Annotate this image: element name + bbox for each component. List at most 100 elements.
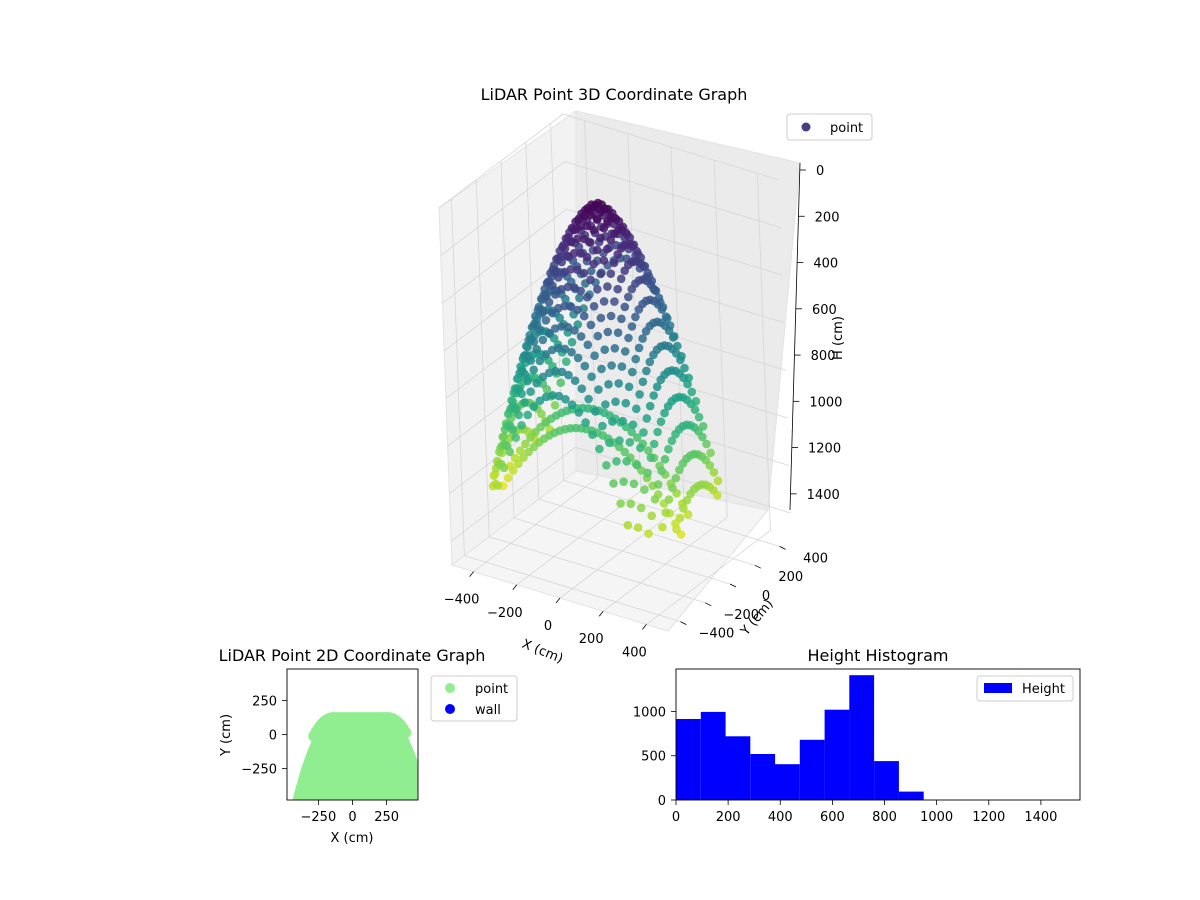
scatter-2d-point — [399, 726, 412, 739]
scatter-3d-point — [656, 375, 665, 385]
scatter-3d-point — [517, 389, 526, 399]
scatter-3d-point — [661, 508, 670, 517]
scatter-3d-point — [645, 401, 655, 411]
hist-y-tick-label: 500 — [641, 750, 666, 765]
plot-2d: LiDAR Point 2D Coordinate Graph −250 0 250… — [219, 646, 518, 846]
scatter-3d-point — [548, 391, 557, 400]
hist-bar — [824, 709, 850, 800]
scatter-3d-point — [631, 354, 640, 364]
hist-x-tick-label: 800 — [872, 810, 897, 825]
pane-back — [575, 110, 801, 511]
scatter-3d-point — [657, 466, 666, 476]
legend-hist: Height — [976, 675, 1074, 702]
scatter-3d-point — [661, 312, 671, 322]
x-tick-label-3d: 0 — [544, 619, 552, 634]
scatter-3d-point — [544, 328, 554, 338]
x-tick-label-3d: 200 — [579, 632, 604, 647]
scatter-3d-point — [503, 473, 513, 483]
scatter-2d-region — [287, 712, 418, 800]
scatter-3d-point — [551, 366, 560, 376]
scatter-3d-point — [636, 443, 645, 453]
scatter-3d-point — [652, 382, 662, 392]
scatter-3d-point — [606, 269, 616, 279]
scatter-3d-point — [514, 410, 523, 420]
scatter-3d-point — [596, 233, 605, 243]
scatter-3d-point — [631, 312, 640, 322]
ticks-2d: −250 0 250 −250 0 250 — [241, 694, 399, 825]
y-tick-label-3d: 200 — [778, 570, 803, 585]
scatter-3d-point — [638, 377, 648, 387]
z-tick-label: 1400 — [807, 488, 840, 503]
scatter-3d-point — [629, 479, 639, 489]
scatter-3d-point — [556, 378, 565, 388]
grid-line — [449, 399, 790, 494]
x-tick-label-3d: −200 — [487, 606, 523, 621]
scatter-3d-point — [594, 385, 603, 394]
scatter-3d-point — [616, 274, 626, 284]
hist-bar — [750, 754, 776, 800]
scatter-3d-point — [600, 345, 609, 355]
hist-x-tick-label: 1400 — [1024, 810, 1057, 825]
scatter-3d-point — [567, 347, 576, 357]
scatter-3d-point — [605, 438, 614, 448]
scatter-3d-point — [529, 402, 539, 412]
scatter-3d-point — [538, 307, 548, 317]
x-axis-label-3d: X (cm) — [520, 637, 565, 667]
scatter-3d-point — [596, 207, 606, 217]
scatter-3d-point — [532, 344, 541, 354]
scatter-3d-point — [668, 483, 677, 493]
y-axis-label-2d: Y (cm) — [219, 714, 234, 757]
scatter-3d-point — [663, 402, 673, 411]
scatter-3d-point — [613, 284, 622, 294]
legend-3d-label: point — [830, 121, 863, 136]
y-tick-mark-3d — [754, 564, 761, 569]
scatter-3d-point — [550, 401, 560, 410]
scatter-3d-point — [603, 282, 612, 291]
scatter-3d-point — [511, 433, 520, 442]
scatter-3d-point — [535, 356, 545, 366]
scatter-3d-point — [649, 350, 658, 360]
z-tick-label: 600 — [812, 303, 837, 318]
scatter-3d-point — [560, 301, 569, 311]
scatter-3d-point — [614, 442, 624, 452]
z-axis-label: H (cm) — [831, 316, 846, 360]
scatter-3d-point — [583, 340, 593, 350]
scatter-3d-point — [660, 455, 670, 464]
scatter-3d-point — [687, 387, 697, 397]
scatter-3d-point — [564, 370, 573, 380]
scatter-3d-point — [570, 225, 579, 235]
legend-3d-box — [786, 113, 873, 141]
y-tick-label-3d: 0 — [762, 589, 770, 604]
scatter-3d-point — [618, 416, 627, 426]
scatter-3d-point — [586, 275, 595, 285]
scatter-3d-point — [586, 266, 596, 276]
scatter-3d-point — [664, 444, 673, 454]
scatter-3d-point — [619, 477, 628, 487]
z-tick-label: 800 — [811, 349, 836, 364]
scatter-3d-point — [680, 363, 689, 373]
hist-bar — [849, 675, 875, 800]
scatter-3d-point — [624, 292, 633, 302]
scatter-3d-point — [620, 347, 630, 356]
scatter-3d-point — [560, 244, 570, 253]
hist-x-tick-label: 600 — [820, 810, 845, 825]
scatter-3d-point — [634, 305, 644, 314]
scatter-3d-point — [613, 328, 623, 338]
scatter-3d-point — [664, 495, 674, 504]
scatter-3d-point — [582, 221, 592, 231]
z-axis-line — [789, 162, 801, 511]
scatter-3d-point — [647, 511, 656, 521]
scatter-3d-point — [603, 244, 612, 254]
x-tick-mark-3d — [512, 584, 518, 591]
scatter-3d-point — [498, 432, 508, 442]
scatter-3d-point — [639, 428, 648, 437]
scatter-3d-point — [683, 379, 692, 389]
scatter-3d-point — [520, 398, 529, 407]
scatter-3d-point — [593, 285, 602, 294]
scatter-3d-point — [623, 520, 633, 530]
scatter-3d-point — [579, 268, 589, 278]
scatter-3d-point — [628, 420, 638, 430]
scatter-3d-point — [642, 366, 651, 376]
scatter-3d-point — [544, 297, 554, 307]
